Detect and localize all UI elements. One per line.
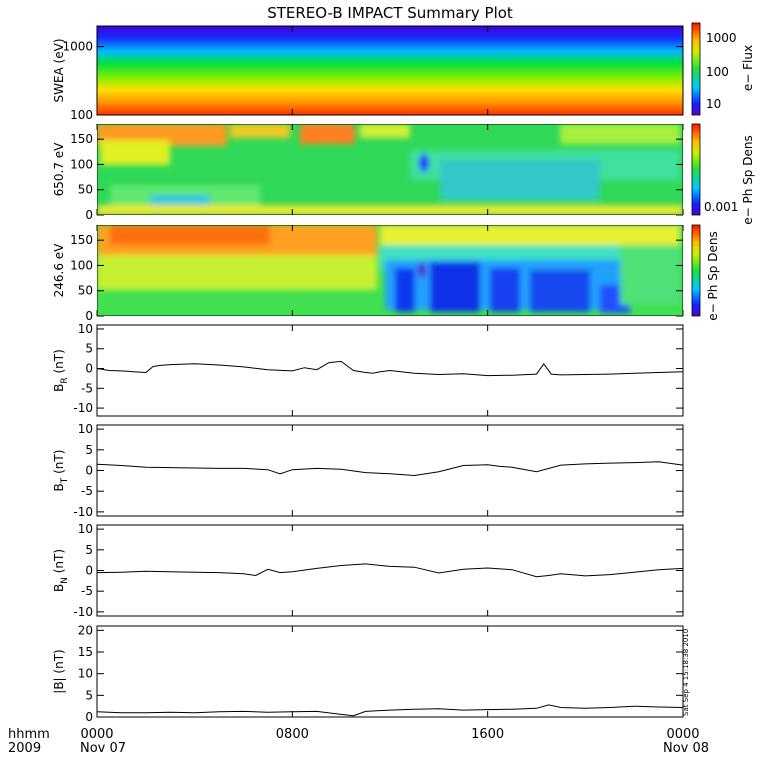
footer-hhmm: hhmm bbox=[8, 727, 50, 742]
br-ytick-label: 5 bbox=[85, 342, 93, 356]
br-ytick-label: -10 bbox=[73, 401, 93, 415]
pad650-texture bbox=[97, 124, 683, 215]
pad246-ylabel: 246.6 eV bbox=[52, 243, 66, 298]
x-tick-label: 1600 bbox=[471, 727, 504, 742]
panel-pad650 bbox=[97, 124, 683, 215]
bn-ytick-label: 0 bbox=[85, 564, 93, 578]
pad650-ytick-label: 50 bbox=[78, 183, 93, 197]
bn-ytick-label: 10 bbox=[78, 522, 93, 536]
bt-ytick-label: -10 bbox=[73, 505, 93, 519]
swea-spectrogram bbox=[97, 26, 683, 115]
pad246-ytick-label: 150 bbox=[70, 233, 93, 247]
cbar-pad246-label: e− Ph Sp Dens bbox=[706, 231, 720, 320]
colorbar-pad246: e− Ph Sp Dens bbox=[691, 224, 720, 321]
bt-ylabel: BT (nT) bbox=[52, 450, 70, 492]
cbar-swea-label: e− Flux bbox=[741, 45, 755, 91]
swea-ytick-label: 1000 bbox=[62, 40, 93, 54]
bt-ytick-label: -5 bbox=[81, 484, 93, 498]
bn-ylabel: BN (nT) bbox=[52, 549, 70, 592]
bmag-ytick-label: 0 bbox=[85, 710, 93, 724]
bt-ytick-label: 0 bbox=[85, 464, 93, 478]
bmag-ytick-label: 10 bbox=[78, 667, 93, 681]
x-tick-label: 0000 bbox=[80, 727, 113, 742]
bn-ytick-label: 5 bbox=[85, 543, 93, 557]
bmag-series-line bbox=[96, 704, 684, 717]
swea-frame bbox=[96, 25, 684, 116]
panel-bt-frame bbox=[96, 424, 684, 517]
pad246-ytick-label: 100 bbox=[70, 258, 93, 272]
panel-br-frame bbox=[96, 324, 684, 417]
cbar-swea-tick-2: 100 bbox=[706, 65, 729, 79]
footer-end-date: Nov 08 bbox=[663, 741, 709, 756]
pad246-texture bbox=[97, 225, 680, 313]
footer-year: 2009 bbox=[8, 741, 41, 756]
bt-series-line bbox=[96, 461, 684, 477]
bmag-ytick-label: 5 bbox=[85, 688, 93, 702]
br-ytick-label: 10 bbox=[78, 322, 93, 336]
colorbar-swea: 1000 100 10 e− Flux bbox=[691, 22, 755, 116]
panel-swea bbox=[96, 25, 684, 116]
panel-pad246 bbox=[97, 225, 683, 316]
br-series-line bbox=[96, 360, 684, 377]
bn-ytick-label: -5 bbox=[81, 584, 93, 598]
cbar-swea-tick-3: 10 bbox=[706, 97, 721, 111]
pad650-ytick-label: 100 bbox=[70, 157, 93, 171]
panel-bn-frame bbox=[96, 524, 684, 617]
cbar-pad650-label: e− Ph Sp Dens bbox=[741, 135, 755, 224]
pad246-ytick-label: 50 bbox=[78, 284, 93, 298]
x-tick-label: 0000 bbox=[666, 727, 699, 742]
colorbar-pad650: 0.001 e− Ph Sp Dens bbox=[691, 123, 755, 225]
cbar-swea-tick-1: 1000 bbox=[706, 31, 737, 45]
bmag-ylabel: |B| (nT) bbox=[52, 649, 66, 693]
br-ytick-label: -5 bbox=[81, 381, 93, 395]
pad650-ylabel: 650.7 eV bbox=[52, 142, 66, 197]
swea-ylabel: SWEA (eV) bbox=[52, 38, 66, 102]
x-tick-label: 0800 bbox=[276, 727, 309, 742]
footer-start-date: Nov 07 bbox=[80, 741, 126, 756]
bn-series-line bbox=[96, 563, 684, 578]
swea-ytick-label: 100 bbox=[70, 108, 93, 122]
run-stamp: Sat Sep 4 15:18:38 2010 bbox=[682, 629, 690, 716]
panel-bmag-frame bbox=[96, 625, 684, 718]
pad246-ytick-label: 0 bbox=[85, 309, 93, 323]
br-ylabel: BR (nT) bbox=[52, 349, 70, 392]
pad650-ytick-label: 0 bbox=[85, 208, 93, 222]
bmag-ytick-label: 20 bbox=[78, 623, 93, 637]
cbar-pad650-tick: 0.001 bbox=[704, 200, 738, 214]
bt-ytick-label: 5 bbox=[85, 443, 93, 457]
br-ytick-label: 0 bbox=[85, 362, 93, 376]
bn-ytick-label: -10 bbox=[73, 605, 93, 619]
pad650-ytick-label: 150 bbox=[70, 132, 93, 146]
bt-ytick-label: 10 bbox=[78, 422, 93, 436]
plot-title: STEREO-B IMPACT Summary Plot bbox=[267, 4, 513, 22]
bmag-ytick-label: 15 bbox=[78, 645, 93, 659]
